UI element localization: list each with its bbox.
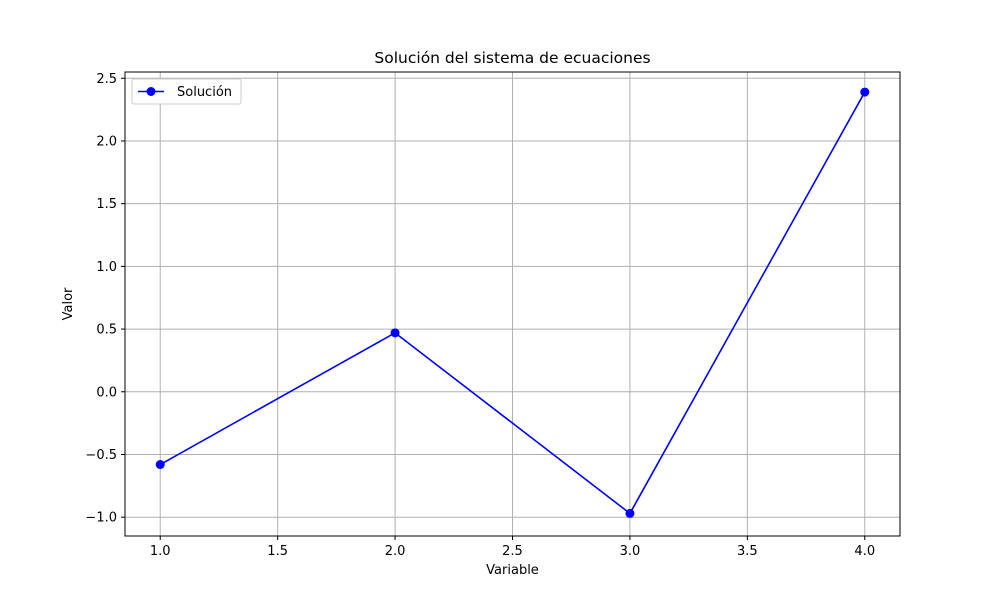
data-point — [155, 460, 165, 470]
y-tick-label: 1.5 — [96, 197, 117, 212]
legend-marker — [146, 87, 156, 96]
legend-box — [131, 78, 242, 105]
y-axis-label: Valor — [61, 287, 76, 320]
x-tick-label: 1.0 — [150, 544, 171, 559]
data-point — [625, 508, 635, 518]
y-tick-label: 1.0 — [96, 260, 117, 275]
grid — [125, 72, 900, 536]
y-tick-label: 0.0 — [96, 385, 117, 400]
y-tick-label: 2.5 — [96, 72, 117, 87]
chart-title: Solución del sistema de ecuaciones — [374, 49, 650, 67]
x-tick-label: 2.0 — [385, 544, 406, 559]
series-layer — [155, 87, 870, 518]
data-point — [390, 328, 400, 338]
x-tick-label: 1.5 — [267, 544, 288, 559]
x-tick-label: 4.0 — [854, 544, 875, 559]
x-tick-label: 2.5 — [502, 544, 523, 559]
ticks: 1.0 1.5 2.0 2.5 3.0 3.5 4.0 −1.0 −0.5 0.0 0.5 1.0 1.… — [85, 72, 875, 559]
y-tick-label: −1.0 — [85, 511, 117, 526]
series-line — [159, 91, 866, 515]
legend-label: Solución — [177, 85, 232, 100]
legend: Solución — [131, 78, 242, 105]
data-point — [860, 87, 870, 97]
x-tick-label: 3.5 — [737, 544, 758, 559]
y-tick-label: 2.0 — [96, 134, 117, 149]
y-tick-label: 0.5 — [96, 323, 117, 338]
y-tick-label: −0.5 — [85, 448, 117, 463]
x-tick-label: 3.0 — [620, 544, 641, 559]
x-axis-label: Variable — [486, 563, 539, 578]
